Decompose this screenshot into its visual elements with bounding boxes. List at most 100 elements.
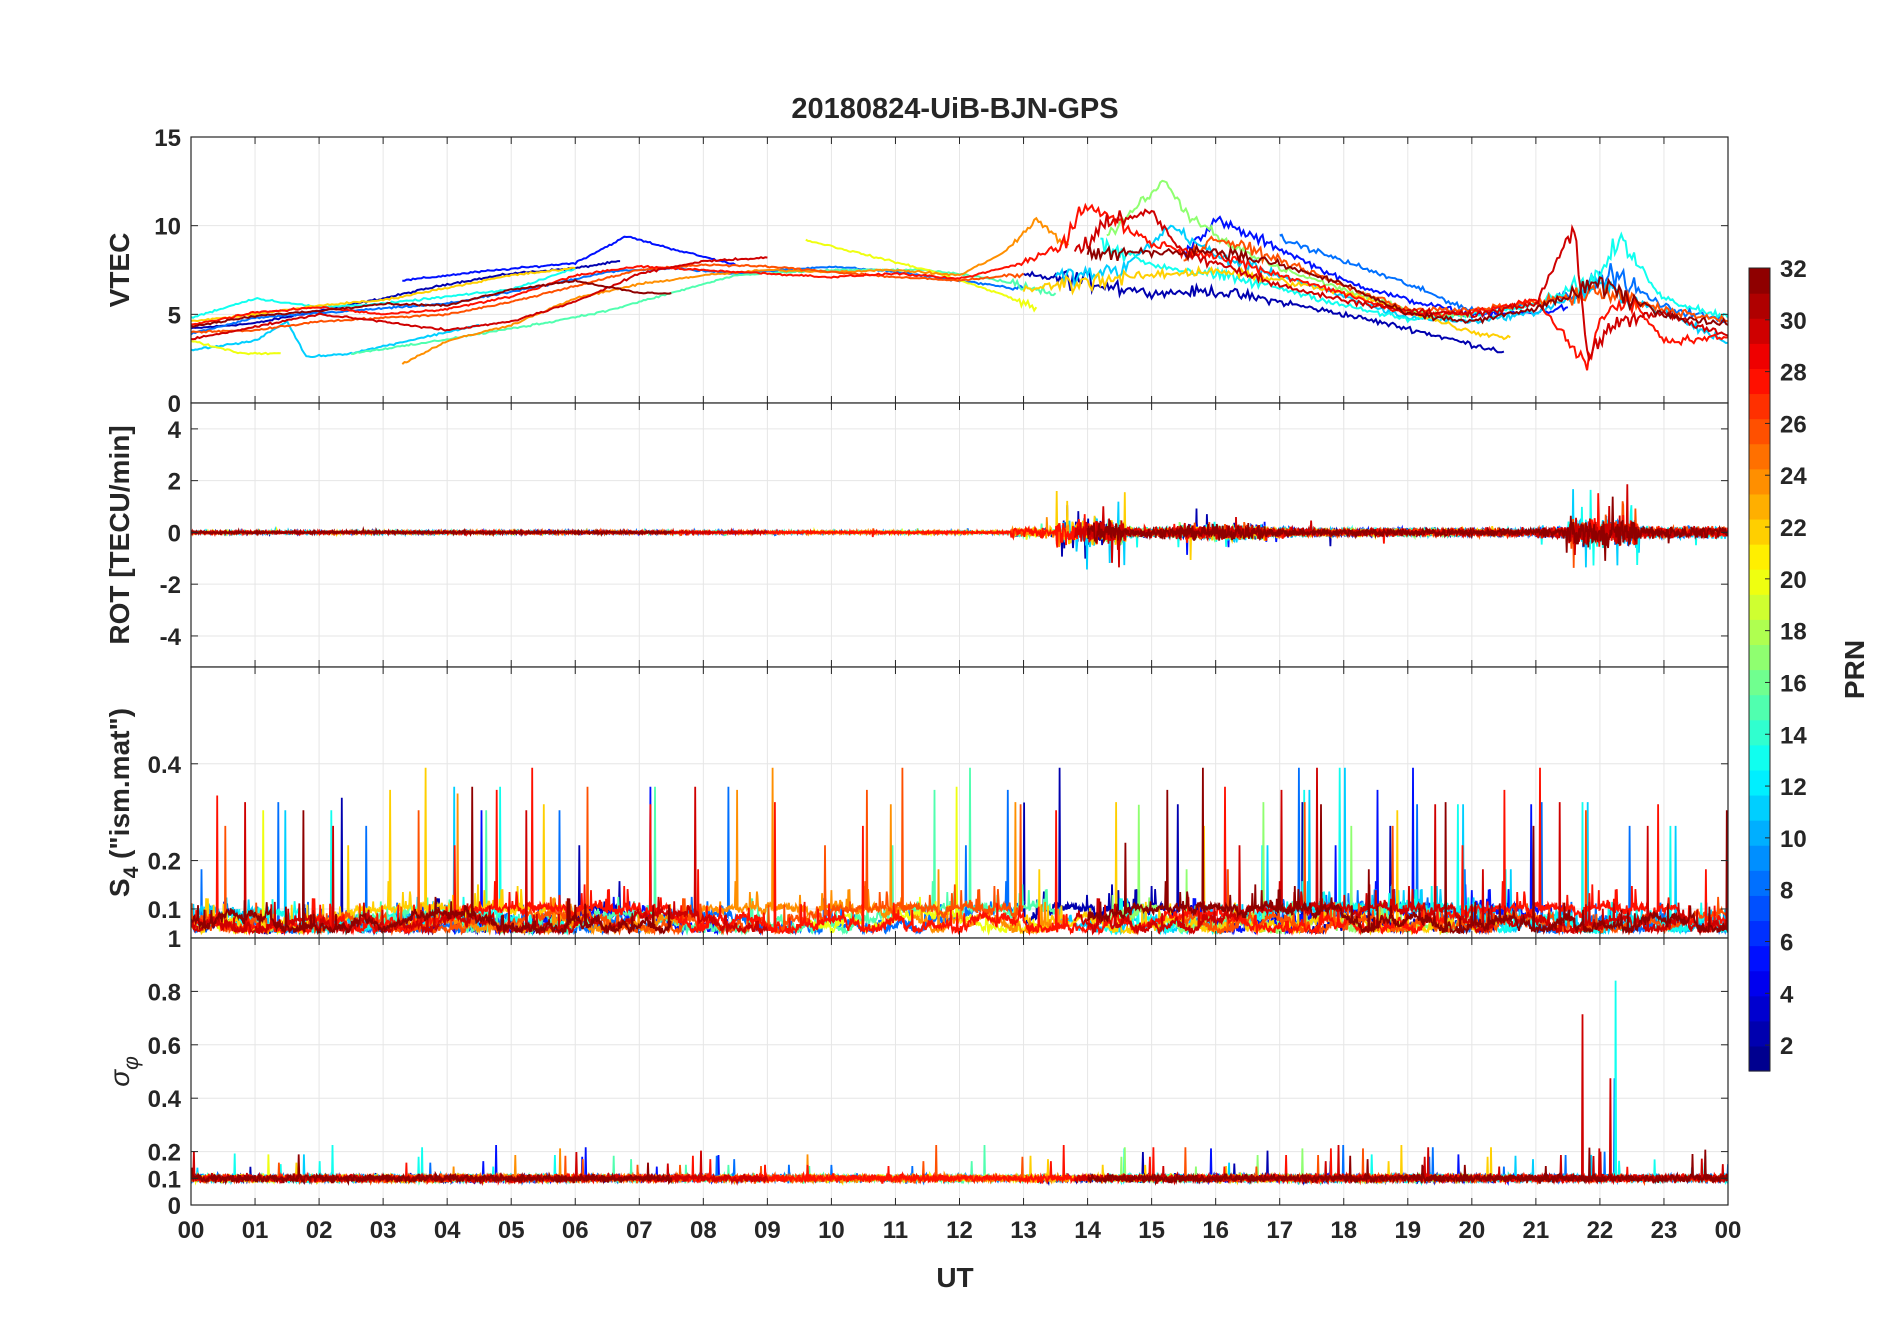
series-line-prn-32: [1087, 1147, 1728, 1186]
colorbar-tick-label: 14: [1780, 722, 1807, 749]
colorbar-tick-label: 26: [1780, 411, 1807, 438]
colorbar-swatch: [1749, 518, 1770, 545]
y-axis-label-vtec: VTEC: [104, 233, 135, 308]
x-tick-label: 16: [1202, 1217, 1229, 1244]
y-tick-label: 0: [168, 520, 181, 547]
colorbar-swatch: [1749, 870, 1770, 896]
colorbar-swatch: [1749, 318, 1770, 344]
colorbar-swatch: [1749, 744, 1770, 771]
colorbar-swatch: [1749, 1045, 1770, 1072]
x-tick-label: 09: [754, 1217, 781, 1244]
colorbar-swatch: [1749, 669, 1770, 696]
series-line-prn-32: [191, 1154, 673, 1187]
colorbar-tick-label: 30: [1780, 308, 1807, 335]
y-tick-label: 0.2: [148, 1140, 181, 1167]
x-tick-label: 22: [1587, 1217, 1614, 1244]
colorbar-tick-label: 4: [1780, 981, 1794, 1008]
x-tick-label: 18: [1330, 1217, 1357, 1244]
x-tick-label: 14: [1074, 1217, 1101, 1244]
colorbar-tick-label: 32: [1780, 256, 1807, 283]
series-lines: [191, 980, 1728, 1187]
x-tick-label: 01: [242, 1217, 269, 1244]
colorbar-swatch: [1749, 970, 1770, 997]
tick-marks: [190, 403, 1729, 667]
colorbar-swatch: [1749, 569, 1770, 595]
colorbar-swatch: [1749, 343, 1770, 369]
series-line-prn-30: [191, 256, 768, 341]
x-tick-label: 08: [690, 1217, 717, 1244]
series-line-prn-2: [1023, 266, 1505, 354]
series-line-prn-32: [1086, 767, 1728, 937]
colorbar-label: PRN: [1839, 640, 1870, 699]
series-line-prn-32: [191, 786, 672, 936]
colorbar-swatch: [1749, 719, 1770, 746]
x-axis: 00 01 02 03 04 05 06 07 08 09 10 11 12 13 14 15 16 17 18 19…: [178, 1217, 1742, 1244]
colorbar-swatch: [1749, 920, 1770, 947]
y-axis-label-subscript: φ: [120, 1056, 143, 1070]
panel-vtec: 0 5 10 15 VTEC: [104, 125, 1729, 418]
y-tick-label: 10: [154, 214, 181, 241]
series-line-prn-20: [191, 340, 281, 356]
series-line-prn-5: [402, 235, 736, 282]
colorbar-tick-label: 28: [1780, 360, 1807, 387]
x-tick-label: 00: [178, 1217, 205, 1244]
colorbar-swatch: [1749, 1020, 1770, 1047]
series-line-prn-13: [1100, 231, 1728, 324]
x-tick-label: 23: [1651, 1217, 1678, 1244]
y-tick-label: 0: [168, 391, 181, 418]
x-tick-label: 00: [1715, 1217, 1742, 1244]
y-axis-label-main: S: [104, 878, 135, 897]
series-lines: [191, 484, 1728, 570]
y-tick-label: 0.6: [148, 1033, 181, 1060]
colorbar-swatch: [1749, 769, 1770, 796]
y-axis-label-subscript: 4: [120, 866, 143, 878]
y-tick-label: 0.4: [148, 752, 182, 779]
colorbar-swatch: [1749, 694, 1770, 721]
panel-s4: 0.10.20.4S4 ("ism.mat"): [104, 666, 1729, 939]
colorbar-swatch: [1749, 418, 1770, 445]
series-line-prn-26: [191, 263, 1025, 334]
x-tick-label: 19: [1394, 1217, 1421, 1244]
colorbar-swatch: [1749, 544, 1770, 570]
x-tick-label: 20: [1458, 1217, 1485, 1244]
colorbar-swatch: [1749, 268, 1770, 294]
colorbar-swatch: [1749, 393, 1770, 420]
x-tick-label: 06: [562, 1217, 589, 1244]
panel-rot: -4 -2 0 2 4 ROT [TECU/min]: [104, 402, 1729, 668]
y-tick-label: 0: [168, 1193, 181, 1220]
colorbar-swatch: [1749, 820, 1770, 846]
x-tick-label: 04: [434, 1217, 461, 1244]
y-tick-label: 5: [168, 302, 181, 329]
series-line-prn-20: [805, 238, 1038, 313]
y-tick-label: 0.2: [148, 849, 181, 876]
colorbar-tick-label: 8: [1780, 878, 1793, 905]
y-tick-label: 4: [168, 417, 182, 444]
y-axis-label-s4: S4 ("ism.mat"): [104, 708, 143, 897]
x-tick-label: 03: [370, 1217, 397, 1244]
y-tick-label: 0.8: [148, 979, 181, 1006]
series-line-prn-30: [1073, 767, 1728, 936]
colorbar-frame: [1748, 267, 1771, 1072]
series-line-prn-32: [191, 278, 672, 328]
x-tick-label: 21: [1523, 1217, 1550, 1244]
y-tick-label: 1: [168, 926, 181, 953]
colorbar-tick-label: 6: [1780, 929, 1793, 956]
x-tick-label: 11: [883, 1217, 908, 1244]
x-tick-label: 07: [626, 1217, 653, 1244]
series-line-prn-32: [1086, 243, 1728, 326]
colorbar-swatch: [1749, 945, 1770, 972]
series-line-prn-11: [191, 319, 480, 359]
y-tick-label: -4: [160, 624, 182, 651]
y-axis-label-sigma: σφ: [104, 1056, 143, 1087]
x-tick-label: 05: [498, 1217, 525, 1244]
x-tick-label: 17: [1266, 1217, 1293, 1244]
tick-marks: [190, 937, 1729, 1206]
y-tick-label: 0.1: [148, 897, 181, 924]
y-tick-label: -2: [160, 572, 181, 599]
y-axis-label-rest: ("ism.mat"): [104, 708, 135, 867]
series-line-prn-32: [1086, 496, 1728, 561]
colorbar-swatch: [1749, 293, 1770, 319]
